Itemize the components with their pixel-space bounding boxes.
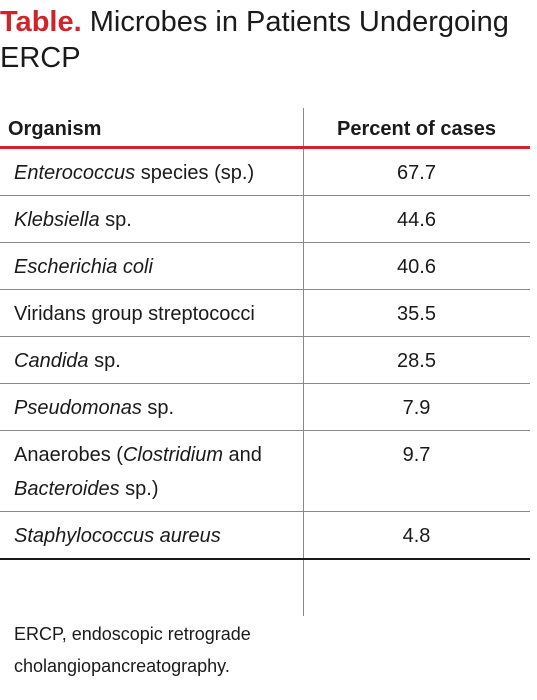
organism-cell: Staphylococcus aureus	[0, 512, 280, 558]
column-divider	[303, 108, 304, 616]
organism-cell: Escherichia coli	[0, 243, 280, 289]
percent-cell: 40.6	[397, 256, 436, 278]
table-label: Table.	[0, 6, 82, 38]
organism-text: sp.	[88, 350, 121, 372]
percent-cell: 9.7	[402, 444, 431, 466]
organism-cell: Klebsiella sp.	[0, 196, 280, 242]
organism-text: Viridans group streptococci	[14, 303, 255, 325]
percent-cell: 28.5	[397, 350, 436, 372]
microbes-table: Organism Percent of cases Enterococcus s…	[0, 108, 530, 616]
table-title-text: Microbes in Patients Undergoing ERCP	[0, 6, 509, 74]
percent-cell: 44.6	[397, 209, 436, 231]
percent-cell: 7.9	[402, 397, 431, 419]
organism-cell: Candida sp.	[0, 337, 280, 383]
table-footnote: ERCP, endoscopic retrograde cholangiopan…	[14, 624, 251, 676]
organism-text: and	[223, 444, 262, 466]
organism-name-italic: Clostridium	[122, 444, 223, 466]
organism-cell: Enterococcus species (sp.)	[0, 149, 280, 195]
organism-text: species (sp.)	[135, 162, 255, 184]
table-row: Anaerobes (Clostridium and Bacteroides s…	[0, 431, 530, 512]
organism-cell: Viridans group streptococci	[0, 290, 280, 336]
percent-cell: 35.5	[397, 303, 436, 325]
organism-text: Anaerobes (	[14, 444, 123, 466]
organism-cell: Anaerobes (Clostridium and Bacteroides s…	[0, 431, 280, 511]
organism-name-italic: Enterococcus	[14, 162, 136, 184]
table-header-row: Organism Percent of cases	[0, 108, 530, 149]
organism-name-italic: Staphylococcus aureus	[14, 525, 221, 547]
organism-name-italic: Candida	[14, 350, 89, 372]
table-row: Enterococcus species (sp.) 67.7	[0, 149, 530, 196]
percent-cell: 4.8	[402, 525, 431, 547]
header-percent: Percent of cases	[337, 118, 496, 140]
organism-text: sp.)	[119, 478, 159, 500]
table-row: Candida sp. 28.5	[0, 337, 530, 384]
organism-text: sp.	[141, 397, 175, 419]
table-row: Klebsiella sp. 44.6	[0, 196, 530, 243]
table-row: Escherichia coli 40.6	[0, 243, 530, 290]
organism-cell: Pseudomonas sp.	[0, 384, 280, 430]
organism-name-italic: Pseudomonas	[14, 397, 142, 419]
table-row: Pseudomonas sp. 7.9	[0, 384, 530, 431]
organism-text: sp.	[99, 209, 132, 231]
percent-cell: 67.7	[397, 162, 436, 184]
table-title: Table. Microbes in Patients Undergoing E…	[0, 4, 537, 76]
table-row: Staphylococcus aureus 4.8	[0, 512, 530, 560]
table-body: Enterococcus species (sp.) 67.7 Klebsiella…	[0, 149, 530, 560]
organism-name-italic: Bacteroides	[14, 478, 120, 500]
organism-name-italic: Klebsiella	[14, 209, 100, 231]
organism-name-italic: Escherichia coli	[14, 256, 153, 278]
table-row: Viridans group streptococci 35.5	[0, 290, 530, 337]
header-organism: Organism	[8, 118, 102, 140]
